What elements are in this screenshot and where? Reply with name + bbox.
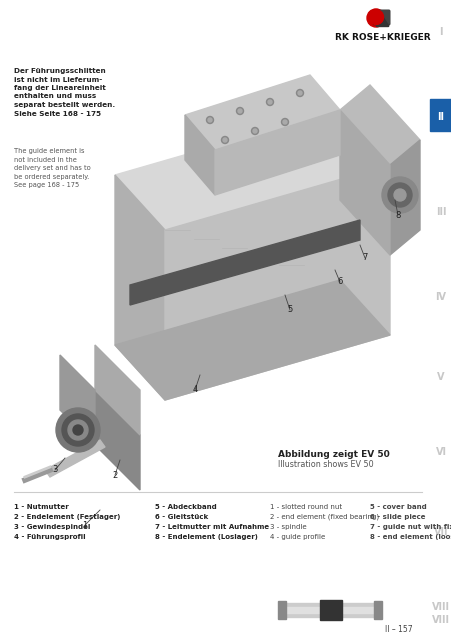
Text: 8: 8 bbox=[395, 211, 400, 220]
Bar bbox=[372, 10, 388, 24]
Polygon shape bbox=[95, 390, 140, 490]
Text: II: II bbox=[437, 112, 443, 122]
Polygon shape bbox=[60, 355, 95, 445]
Polygon shape bbox=[130, 220, 359, 305]
Circle shape bbox=[238, 109, 241, 113]
Text: 5 - Abdeckband: 5 - Abdeckband bbox=[155, 504, 216, 510]
Circle shape bbox=[282, 120, 286, 124]
Circle shape bbox=[296, 90, 303, 97]
Text: 1: 1 bbox=[82, 520, 87, 529]
Text: RK ROSE+KRIEGER: RK ROSE+KRIEGER bbox=[335, 33, 430, 42]
Polygon shape bbox=[95, 345, 140, 435]
Text: 6 - slide piece: 6 - slide piece bbox=[369, 514, 424, 520]
Circle shape bbox=[297, 91, 301, 95]
Circle shape bbox=[368, 10, 382, 24]
Circle shape bbox=[266, 99, 273, 106]
Polygon shape bbox=[375, 10, 388, 24]
Circle shape bbox=[206, 116, 213, 124]
Text: Abbildung zeigt EV 50: Abbildung zeigt EV 50 bbox=[277, 450, 389, 459]
Circle shape bbox=[221, 136, 228, 143]
Circle shape bbox=[387, 183, 411, 207]
Polygon shape bbox=[339, 110, 389, 255]
Circle shape bbox=[251, 127, 258, 134]
Text: 4 - guide profile: 4 - guide profile bbox=[269, 534, 325, 540]
Text: 7: 7 bbox=[362, 253, 367, 262]
Polygon shape bbox=[215, 110, 339, 195]
Circle shape bbox=[236, 108, 243, 115]
Circle shape bbox=[207, 118, 212, 122]
Text: 7 - Leitmutter mit Aufnahme: 7 - Leitmutter mit Aufnahme bbox=[155, 524, 268, 530]
Text: 1 - Nutmutter: 1 - Nutmutter bbox=[14, 504, 69, 510]
Text: The guide element is
not included in the
delivery set and has to
be ordered sepa: The guide element is not included in the… bbox=[14, 148, 91, 188]
Bar bbox=[319, 600, 341, 620]
Text: 5 - cover band: 5 - cover band bbox=[369, 504, 426, 510]
Text: 3: 3 bbox=[52, 465, 58, 474]
Polygon shape bbox=[375, 14, 387, 26]
Text: VII: VII bbox=[433, 527, 447, 537]
Polygon shape bbox=[165, 165, 389, 400]
Text: 1 - slotted round nut: 1 - slotted round nut bbox=[269, 504, 341, 510]
Polygon shape bbox=[339, 85, 419, 165]
Polygon shape bbox=[115, 110, 389, 230]
Bar bbox=[277, 601, 285, 619]
Text: 2 - Endelement (Festlager): 2 - Endelement (Festlager) bbox=[14, 514, 120, 520]
Text: 3 - spindle: 3 - spindle bbox=[269, 524, 306, 530]
Text: 2: 2 bbox=[112, 470, 117, 479]
Text: 4: 4 bbox=[192, 385, 197, 394]
Bar bbox=[279, 607, 379, 613]
Text: Der Führungsschlitten
ist nicht im Lieferum-
fang der Lineareinheit
enthalten un: Der Führungsschlitten ist nicht im Liefe… bbox=[14, 68, 115, 116]
Polygon shape bbox=[375, 14, 387, 26]
Polygon shape bbox=[45, 440, 105, 477]
Polygon shape bbox=[389, 140, 419, 255]
Text: II – 157: II – 157 bbox=[384, 625, 412, 634]
Circle shape bbox=[222, 138, 226, 142]
Circle shape bbox=[68, 420, 88, 440]
Polygon shape bbox=[184, 115, 215, 195]
Text: 3 - Gewindespindel: 3 - Gewindespindel bbox=[14, 524, 90, 530]
Circle shape bbox=[281, 118, 288, 125]
Circle shape bbox=[381, 177, 417, 213]
Circle shape bbox=[56, 408, 100, 452]
Text: 7 - guide nut with fixation: 7 - guide nut with fixation bbox=[369, 524, 451, 530]
Polygon shape bbox=[184, 75, 339, 150]
Text: 5: 5 bbox=[287, 305, 292, 314]
Bar bbox=[373, 601, 381, 619]
Circle shape bbox=[73, 425, 83, 435]
Bar bbox=[279, 603, 379, 617]
Text: VI: VI bbox=[434, 447, 446, 457]
Circle shape bbox=[62, 414, 94, 446]
Circle shape bbox=[267, 100, 272, 104]
Bar bbox=[429, 99, 451, 131]
Text: 8 - Endelement (Loslager): 8 - Endelement (Loslager) bbox=[155, 534, 258, 540]
Text: 8 - end element (loose bearing): 8 - end element (loose bearing) bbox=[369, 534, 451, 540]
Circle shape bbox=[253, 129, 257, 133]
Text: Illustration shows EV 50: Illustration shows EV 50 bbox=[277, 460, 373, 469]
Text: 4 - Führungsprofil: 4 - Führungsprofil bbox=[14, 534, 85, 540]
Circle shape bbox=[368, 10, 382, 24]
Text: I: I bbox=[438, 27, 442, 37]
Text: VIII: VIII bbox=[431, 602, 449, 612]
Text: 6: 6 bbox=[336, 278, 342, 287]
Polygon shape bbox=[115, 175, 165, 400]
Circle shape bbox=[366, 9, 384, 27]
Text: III: III bbox=[435, 207, 445, 217]
Polygon shape bbox=[115, 280, 389, 400]
Text: 2 - end element (fixed bearing): 2 - end element (fixed bearing) bbox=[269, 514, 378, 520]
Polygon shape bbox=[379, 10, 388, 24]
Text: VIII: VIII bbox=[431, 615, 449, 625]
Text: 6 - Gleitstück: 6 - Gleitstück bbox=[155, 514, 208, 520]
Circle shape bbox=[393, 189, 405, 201]
Text: IV: IV bbox=[434, 292, 446, 302]
Text: V: V bbox=[436, 372, 444, 382]
